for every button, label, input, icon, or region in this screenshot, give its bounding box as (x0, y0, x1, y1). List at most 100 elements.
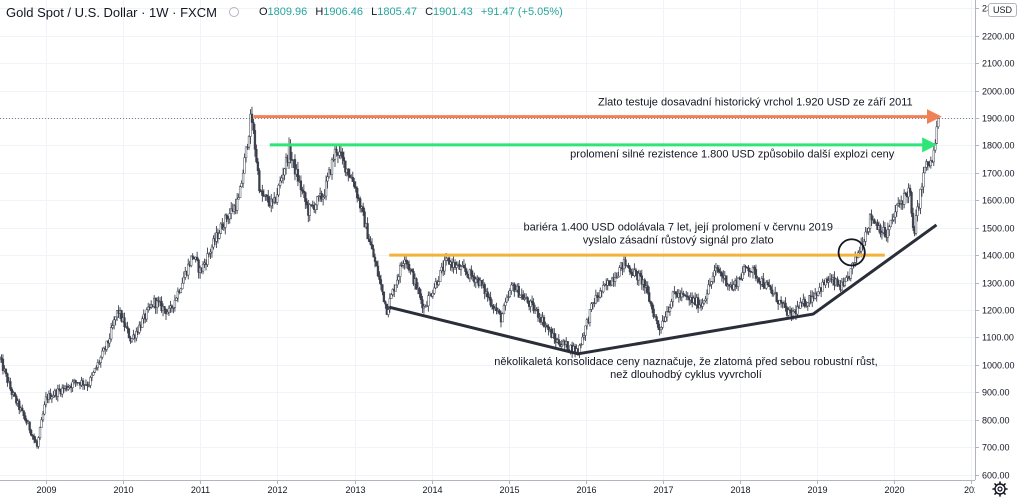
candle-body (719, 271, 722, 273)
candle-body (105, 340, 108, 350)
candle-body (788, 309, 792, 311)
candle-body (616, 275, 620, 278)
candle-body (920, 186, 924, 190)
candle-body (419, 293, 423, 300)
symbol-title[interactable]: Gold Spot / U.S. Dollar · 1W · FXCM (6, 4, 217, 20)
high-label: H (315, 6, 324, 18)
candle-body (929, 160, 932, 166)
candle-body (163, 306, 166, 310)
candle-body (108, 338, 111, 344)
candle-body (120, 310, 123, 322)
candle-body (37, 437, 40, 447)
candle-body (326, 176, 329, 182)
open-label: O (258, 6, 268, 18)
candle-body (858, 251, 861, 253)
candle-body (873, 219, 876, 224)
currency-label[interactable]: USD (988, 3, 1018, 17)
candle-body (837, 284, 841, 286)
candle-body (765, 281, 768, 289)
candle-body (412, 271, 415, 285)
candle-body (661, 320, 664, 328)
candle-body (394, 284, 397, 292)
candle-body (89, 377, 92, 386)
y-tick-label: 1300.00 (982, 279, 1015, 289)
candle-body (578, 345, 581, 353)
close-label: C (425, 6, 434, 18)
low-label: L (371, 6, 378, 18)
x-tick-label: 2012 (267, 485, 287, 495)
candle-body (495, 307, 498, 311)
candle-body (637, 273, 640, 281)
candle-body (754, 269, 758, 279)
candle-body (9, 381, 12, 390)
candle-body (781, 301, 784, 304)
candle-body (817, 291, 820, 296)
candle-body (308, 204, 311, 216)
y-tick-label: 1000.00 (982, 361, 1015, 371)
candle-body (584, 325, 587, 336)
candle-body (784, 302, 787, 308)
candle-body (250, 113, 254, 123)
candle-body (244, 146, 248, 158)
candle-body (397, 276, 400, 281)
y-tick-label: 2000.00 (982, 87, 1015, 97)
candle-body (332, 159, 335, 161)
candle-body (170, 305, 174, 309)
candle-body (627, 264, 630, 269)
candle-body (281, 174, 285, 179)
candle-body (916, 206, 919, 216)
candle-body (683, 294, 686, 296)
candle-body (284, 156, 288, 170)
candle-body (175, 297, 178, 301)
candle-body (707, 284, 710, 295)
candle-body (391, 289, 394, 295)
candle-body (324, 180, 328, 197)
candle-body (191, 255, 194, 258)
candle-body (431, 292, 434, 297)
candle-body (501, 313, 504, 323)
candle-body (293, 159, 297, 175)
candle-body (276, 194, 279, 203)
candle-body (333, 148, 337, 160)
ann-1800-label: prolomení silné rezistence 1.800 USD způ… (570, 149, 895, 161)
low-value: 1805.47 (377, 6, 417, 18)
candle-body (608, 280, 611, 286)
gear-icon[interactable] (992, 481, 1008, 497)
candle-body (904, 192, 907, 195)
x-tick-label: 2010 (113, 485, 133, 495)
candle-body (301, 189, 304, 192)
candle-body (135, 331, 138, 339)
candle-body (399, 264, 402, 277)
candle-body (634, 269, 638, 272)
candle-body (425, 305, 429, 307)
candle-body (701, 302, 704, 307)
candle-body (87, 385, 91, 387)
candle-body (252, 122, 255, 131)
candle-body (529, 300, 532, 307)
candle-body (224, 214, 227, 228)
candle-body (376, 265, 380, 277)
candle-body (265, 194, 268, 197)
candle-body (716, 267, 719, 270)
visibility-dot-icon[interactable] (228, 7, 239, 17)
candle-body (480, 280, 483, 286)
candle-body (406, 261, 409, 265)
candle-body (404, 259, 408, 263)
candle-body (444, 257, 448, 261)
candle-body (433, 287, 436, 294)
high-value: 1906.46 (323, 6, 364, 18)
candle-body (536, 309, 540, 318)
candle-body (615, 277, 618, 279)
candle-body (237, 197, 240, 200)
candle-body (195, 256, 199, 261)
candle-body (490, 304, 494, 307)
candle-body (321, 196, 325, 200)
candle-body (919, 188, 922, 209)
candle-body (249, 113, 252, 137)
candle-body (532, 302, 535, 312)
y-tick-label: 1200.00 (982, 306, 1015, 316)
candle-body (172, 307, 175, 309)
candle-body (240, 183, 243, 187)
candle-body (542, 316, 546, 327)
